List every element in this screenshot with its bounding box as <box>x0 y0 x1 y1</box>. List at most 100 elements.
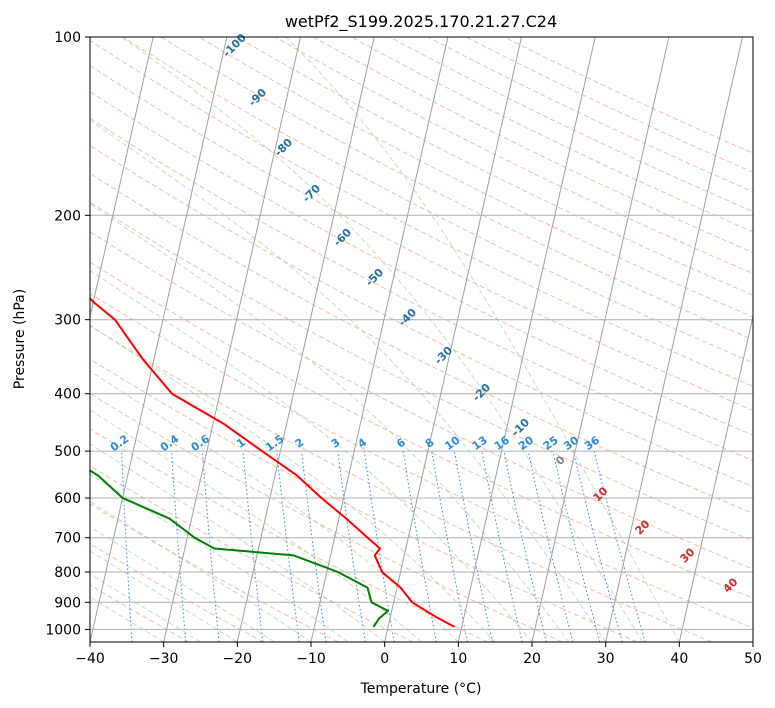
dry-adiabat <box>90 428 488 642</box>
mixing-ratio-label: 1 <box>234 436 248 451</box>
mixing-ratio-line <box>431 451 468 642</box>
mixing-ratio-label: 25 <box>541 434 561 453</box>
dry-adiabat-label: 0 <box>553 453 568 468</box>
mixing-ratio-line <box>552 450 601 642</box>
y-tick-label: 500 <box>54 444 81 460</box>
mixing-ratio-line <box>337 451 366 642</box>
dry-adiabat <box>389 37 753 213</box>
y-tick-label: 800 <box>54 565 81 581</box>
dry-adiabat-label: -90 <box>246 86 269 109</box>
isotherm <box>236 37 375 642</box>
dry-adiabat-label: -20 <box>470 381 493 404</box>
dry-adiabat <box>351 37 753 233</box>
mixing-ratio-label: 16 <box>492 433 512 453</box>
mixing-ratio-label: 3 <box>329 436 343 451</box>
dry-adiabat <box>90 503 339 642</box>
isotherm <box>310 37 449 642</box>
mixing-ratio-label: 8 <box>423 436 437 451</box>
dry-adiabat <box>313 37 753 254</box>
moist-adiabat <box>90 596 164 642</box>
moist-adiabat <box>90 202 570 642</box>
isotherm <box>90 37 154 319</box>
x-tick-label: −30 <box>149 651 179 667</box>
x-tick-label: 0 <box>380 651 389 667</box>
dry-adiabat-label: 30 <box>678 545 698 565</box>
isotherm <box>605 37 743 642</box>
moist-adiabat <box>90 370 459 642</box>
mixing-ratio-line <box>503 451 547 642</box>
y-tick-label: 1000 <box>45 622 81 638</box>
moist-adiabat <box>90 550 238 642</box>
isotherm <box>752 639 753 642</box>
mixing-ratio-line <box>242 451 264 642</box>
chart-title: wetPf2_S199.2025.170.21.27.C24 <box>285 12 557 32</box>
moist-adiabat <box>90 119 607 642</box>
dry-adiabat <box>90 358 638 642</box>
mixing-ratio-label: 10 <box>442 433 462 453</box>
dry-adiabat <box>90 231 753 570</box>
grid <box>0 37 753 642</box>
y-tick-label: 300 <box>54 313 81 329</box>
y-tick-label: 400 <box>54 387 81 403</box>
x-tick-label: 40 <box>670 651 688 667</box>
isotherm <box>0 37 6 642</box>
mixing-ratio-label: 36 <box>582 433 602 453</box>
y-axis-label: Pressure (hPa) <box>12 289 28 389</box>
mixing-ratio-label: 4 <box>355 436 369 451</box>
x-tick-label: −40 <box>75 651 105 667</box>
moist-adiabat <box>121 37 643 642</box>
x-tick-label: 20 <box>523 651 541 667</box>
dry-adiabat-label: -40 <box>396 306 419 329</box>
dry-adiabat <box>122 37 753 364</box>
moist-adiabat <box>90 324 496 642</box>
mixing-ratio-line <box>481 451 523 642</box>
y-axis: 100 200 300 400 500 600 700 800 900 1000 <box>45 30 90 638</box>
dry-adiabat <box>90 292 753 629</box>
plot-frame <box>89 36 754 643</box>
x-tick-label: 30 <box>597 651 615 667</box>
y-tick-label: 900 <box>54 595 81 611</box>
x-tick-label: −20 <box>223 651 253 667</box>
moist-adiabat <box>90 443 386 642</box>
isotherm <box>678 314 753 642</box>
mixing-ratio-line <box>527 450 574 642</box>
mixing-ratio-line <box>453 451 493 642</box>
y-tick-label: 700 <box>54 531 81 547</box>
dry-adiabat-label: -50 <box>363 266 386 289</box>
profiles <box>90 296 455 628</box>
isotherm <box>531 37 670 642</box>
dry-adiabat <box>90 465 414 642</box>
dry-adiabat <box>90 91 753 436</box>
mixing-ratio-label: 6 <box>394 436 408 451</box>
x-tick-label: 10 <box>449 651 467 667</box>
mixing-ratio-line <box>402 451 437 642</box>
dry-adiabat <box>503 37 753 154</box>
mixing-ratio-label: 2 <box>293 436 307 451</box>
dry-adiabat-label: 40 <box>721 575 741 595</box>
x-axis-label: Temperature (°C) <box>360 681 482 697</box>
mixing-ratio-line <box>276 451 300 642</box>
moist-adiabat <box>90 573 201 642</box>
moist-adiabat <box>90 526 275 642</box>
dry-adiabat <box>90 584 190 642</box>
dry-adiabat <box>427 37 753 193</box>
dry-adiabat <box>90 392 563 642</box>
moist-adiabat <box>285 37 680 642</box>
y-tick-label: 100 <box>54 30 81 46</box>
isotherm <box>384 37 522 642</box>
isotherm <box>90 37 228 642</box>
dry-adiabat-label: -60 <box>331 226 354 249</box>
y-tick-label: 200 <box>54 208 81 224</box>
isotherm <box>457 37 596 642</box>
moist-adiabat <box>90 269 533 642</box>
mixing-ratio-line <box>593 450 646 642</box>
background-lines <box>90 37 753 642</box>
y-tick-label: 600 <box>54 491 81 507</box>
dry-adiabat <box>90 144 753 488</box>
moist-adiabat <box>90 473 349 642</box>
dry-adiabat <box>198 37 753 318</box>
moist-adiabat <box>90 409 422 642</box>
dry-adiabat <box>90 117 753 462</box>
mixing-ratio-line <box>572 450 623 642</box>
